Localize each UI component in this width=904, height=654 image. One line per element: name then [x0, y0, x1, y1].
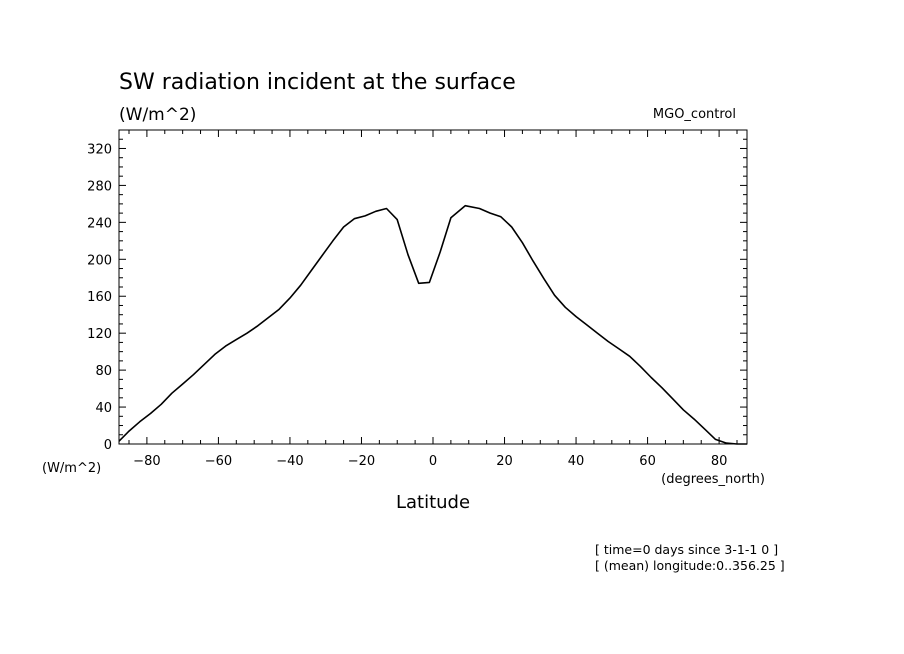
x-tick-label: 80 [711, 454, 728, 469]
annotation-longitude: [ (mean) longitude:0..356.25 ] [595, 558, 785, 573]
x-tick-label: 0 [429, 454, 437, 469]
x-tick-label: −60 [205, 454, 232, 469]
plot-frame [118, 129, 748, 445]
y-tick-label: 0 [104, 438, 112, 453]
y-tick-label: 120 [87, 327, 112, 342]
x-tick-label: −80 [133, 454, 160, 469]
x-tick-label: 40 [568, 454, 585, 469]
series-line [118, 204, 747, 445]
x-tick-label: −20 [348, 454, 375, 469]
y-tick-label: 280 [87, 179, 112, 194]
chart-subtitle: (W/m^2) [119, 105, 196, 125]
run-label: MGO_control [653, 107, 736, 122]
y-axis: 0 40 80 120 160 200 240 280 320 [87, 129, 747, 453]
y-tick-label: 160 [87, 290, 112, 305]
y-tick-label: 40 [95, 401, 112, 416]
x-units-label: (degrees_north) [661, 472, 765, 487]
y-tick-label: 320 [87, 142, 112, 157]
y-tick-label: 80 [95, 364, 112, 379]
x-tick-label: −40 [276, 454, 303, 469]
x-tick-label: 20 [496, 454, 513, 469]
y-tick-label: 240 [87, 216, 112, 231]
x-tick-label: 60 [639, 454, 656, 469]
y-tick-label: 200 [87, 253, 112, 268]
y-units-label: (W/m^2) [42, 461, 101, 476]
chart-title: SW radiation incident at the surface [119, 70, 516, 95]
series-layer [118, 204, 747, 445]
annotation-time: [ time=0 days since 3-1-1 0 ] [595, 542, 778, 557]
x-axis: −80 −60 −40 −20 0 20 40 60 80 [128, 130, 738, 469]
x-axis-title: Latitude [396, 492, 470, 513]
